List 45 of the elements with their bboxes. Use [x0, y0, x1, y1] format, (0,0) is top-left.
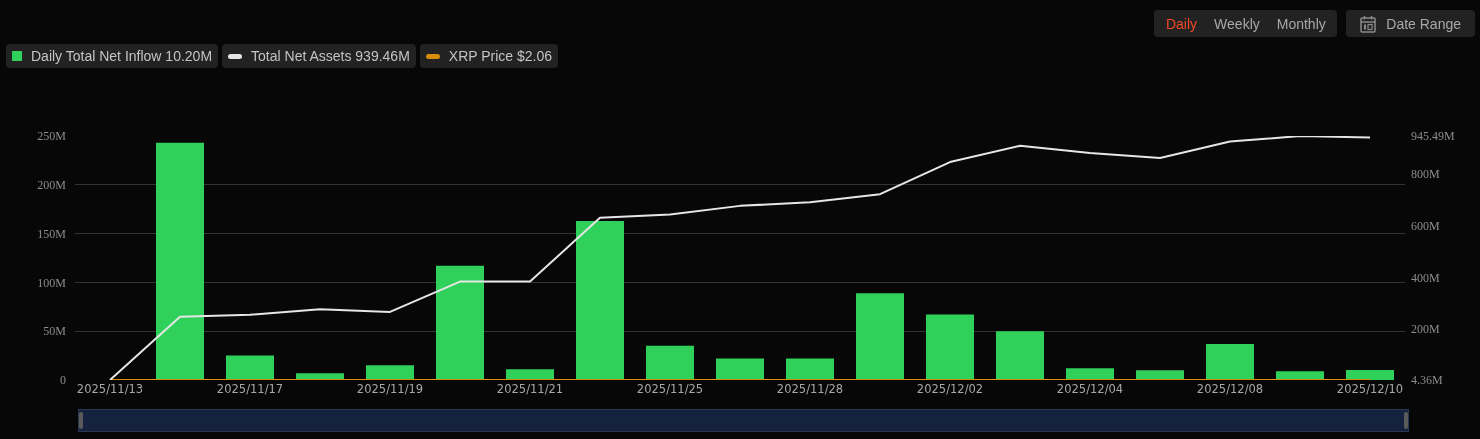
x-tick-label: 2025/11/19 [356, 381, 424, 396]
line-series [109, 136, 1371, 380]
bar [715, 358, 765, 380]
text: Monthly [1275, 15, 1327, 32]
bar [365, 365, 415, 380]
x-tick-label: 2025/12/08 [1196, 381, 1264, 396]
bar [1065, 368, 1115, 380]
y-tick-label: 200M [37, 178, 67, 192]
y2-tick-label: 800M [1411, 166, 1440, 181]
y-tick-label: 0 [60, 373, 66, 388]
bar [155, 142, 205, 380]
x-tick-label: 2025/11/25 [636, 381, 704, 396]
x-tick-label: 2025/12/02 [916, 381, 984, 396]
text: Weekly [1213, 15, 1261, 32]
x-tick-label: 2025/11/21 [496, 381, 564, 396]
legend-label: Total Net Assets 939.46M [251, 48, 410, 64]
bar [225, 355, 275, 380]
y-tick-label: 100M [37, 275, 67, 290]
bar [925, 314, 975, 380]
x-tick-label: 2025/12/04 [1056, 381, 1124, 396]
y2-tick-label: 600M [1411, 218, 1440, 233]
bar [1345, 370, 1395, 380]
x-tick-label: 2025/11/28 [776, 381, 844, 396]
text: Date Range [1386, 15, 1461, 32]
bar [435, 265, 485, 380]
bar [505, 369, 555, 380]
y2-tick-label: 400M [1411, 270, 1440, 285]
bar [785, 358, 835, 380]
bar [645, 345, 695, 380]
legend-label: Daily Total Net Inflow 10.20M [31, 48, 213, 64]
x-tick-label: 2025/11/17 [216, 381, 284, 396]
y-tick-label: 50M [43, 324, 67, 339]
bar [855, 293, 905, 380]
y2-tick-label: 200M [1411, 322, 1440, 337]
legend-label: XRP Price $2.06 [448, 48, 553, 64]
bar [1205, 343, 1255, 380]
x-tick-label: 2025/12/10 [1336, 381, 1404, 396]
x-tick-label: 2025/11/13 [76, 381, 144, 396]
y-tick-label: 250M [37, 129, 67, 144]
y2-tick-label: 4.36M [1411, 373, 1443, 388]
y2-tick-label: 945.49M [1411, 129, 1455, 144]
text: Daily [1164, 15, 1199, 32]
bar [575, 220, 625, 380]
bar [995, 331, 1045, 380]
y-tick-label: 150M [37, 226, 67, 241]
